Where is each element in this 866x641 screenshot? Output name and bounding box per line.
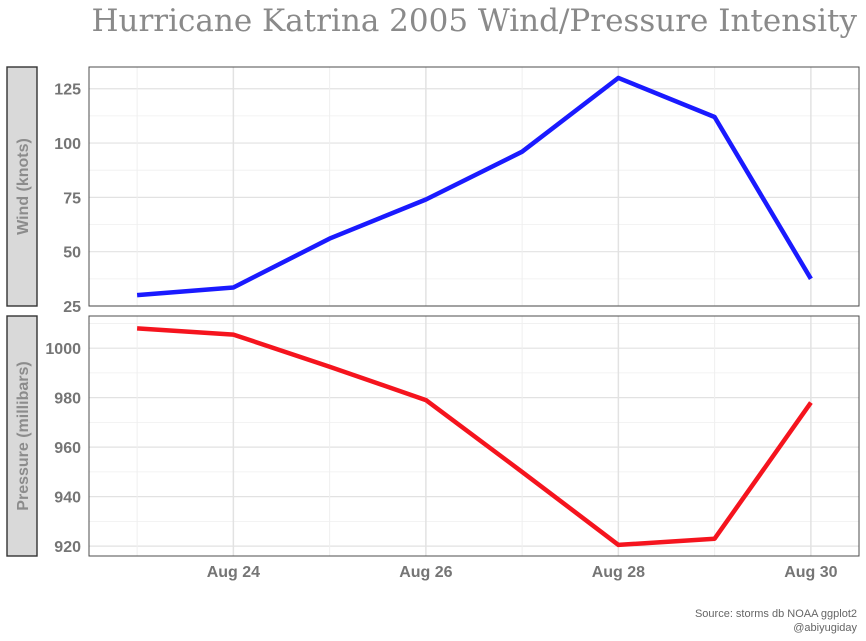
y-tick-label: 940 (54, 490, 81, 507)
y-tick-label: 960 (54, 440, 81, 457)
x-tick-label: Aug 30 (784, 564, 837, 581)
y-tick-label: 25 (63, 299, 81, 316)
caption-source: Source: storms db NOAA ggplot2 (695, 608, 857, 620)
caption-author: @abiyugiday (793, 622, 857, 634)
y-tick-label: 125 (54, 82, 81, 99)
facet-strip (6, 315, 38, 557)
y-tick-label: 920 (54, 539, 81, 556)
y-tick-label: 980 (54, 391, 81, 408)
y-tick-label: 100 (54, 136, 81, 153)
panel-frame (88, 66, 860, 307)
series-layer (136, 75, 813, 548)
x-tick-label: Aug 26 (399, 564, 452, 581)
facet-strip-label: Wind (knots) (15, 138, 32, 235)
series-line (136, 326, 813, 548)
panel-frame (88, 315, 860, 557)
chart-title: Hurricane Katrina 2005 Wind/Pressure Int… (91, 3, 857, 39)
panel-frames (6, 66, 860, 557)
facet-strip (6, 66, 38, 307)
y-tick-label: 75 (63, 190, 81, 207)
series-line (136, 75, 813, 298)
label-layer: Wind (knots) 25 50 75 100 125 Pressure (millib… (15, 82, 838, 581)
y-tick-label: 1000 (45, 341, 81, 358)
x-tick-label: Aug 28 (592, 564, 645, 581)
grid-layer (89, 67, 859, 556)
facet-strip-label: Pressure (millibars) (15, 361, 32, 510)
y-tick-label: 50 (63, 245, 81, 262)
x-tick-label: Aug 24 (207, 564, 260, 581)
